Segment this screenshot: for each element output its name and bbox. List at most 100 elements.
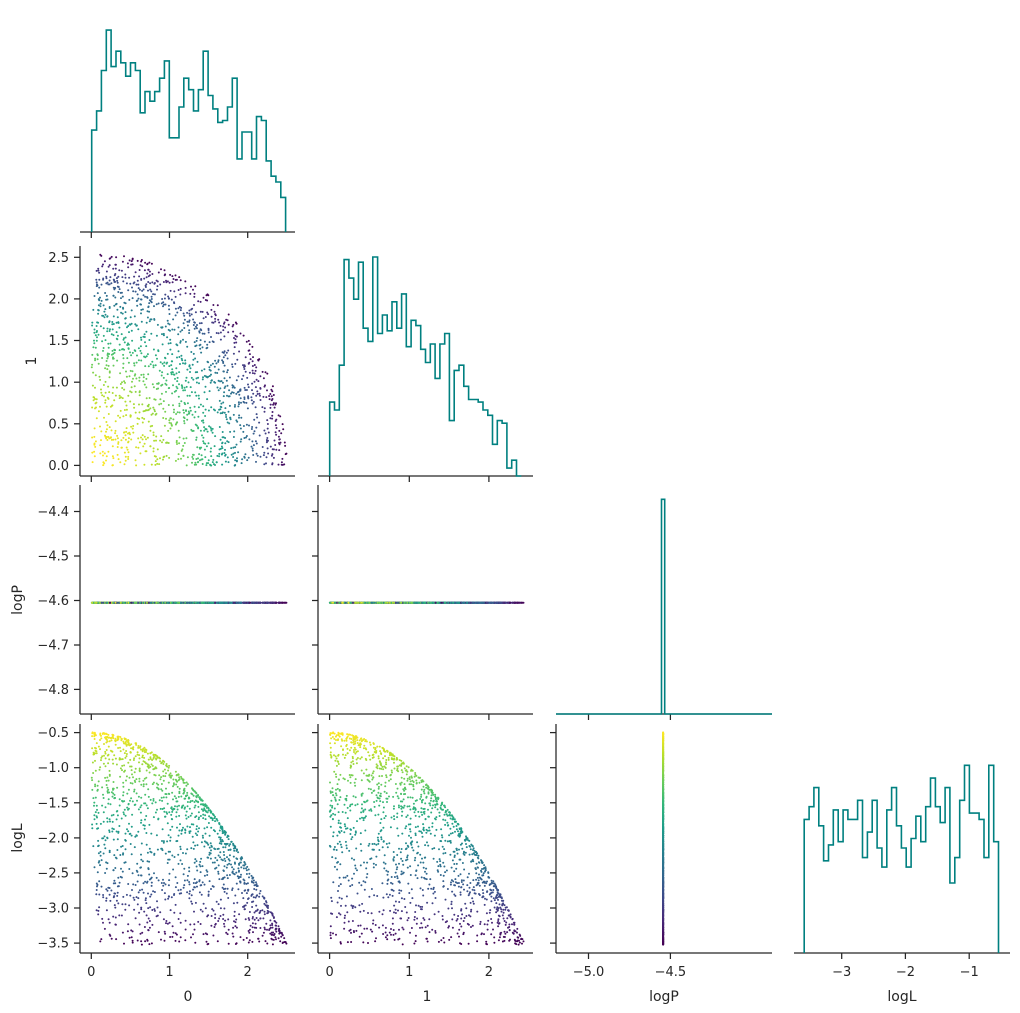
scatter-point [239, 424, 242, 427]
scatter-point [96, 808, 98, 811]
scatter-point [160, 268, 162, 271]
scatter-point [93, 455, 96, 458]
scatter-point [262, 395, 265, 398]
scatter-point [219, 331, 222, 334]
scatter-point [234, 464, 237, 466]
scatter-point [251, 389, 253, 392]
scatter-point [253, 430, 256, 433]
scatter-point [116, 279, 119, 282]
scatter-point [202, 817, 205, 820]
scatter-point [119, 383, 122, 385]
scatter-point [103, 452, 106, 455]
scatter-point [93, 435, 96, 438]
scatter-point [141, 308, 144, 311]
scatter-point [135, 377, 138, 380]
scatter-point [170, 360, 173, 363]
scatter-point [140, 278, 143, 281]
scatter-point [202, 405, 205, 408]
scatter-point [97, 267, 100, 270]
scatter-point [142, 294, 145, 297]
scatter-point [279, 415, 282, 418]
scatter-point [112, 334, 115, 337]
scatter-point [427, 601, 429, 604]
scatter-point [142, 376, 145, 379]
scatter-point [207, 313, 210, 316]
scatter-point [179, 859, 182, 862]
histogram-1 [328, 256, 522, 477]
scatter-point [98, 271, 101, 274]
scatter-point [230, 453, 233, 456]
scatter-point [102, 896, 105, 899]
scatter-point [136, 259, 139, 262]
scatter-point [283, 441, 286, 444]
scatter-point [147, 365, 150, 368]
scatter-point [225, 418, 228, 421]
scatter-point [285, 452, 288, 455]
scatter-point [91, 779, 94, 782]
scatter-point [198, 322, 201, 325]
scatter-point [160, 392, 163, 395]
scatter-point [108, 426, 111, 429]
scatter-point [233, 430, 236, 433]
scatter-point [144, 261, 147, 264]
scatter-point [148, 320, 151, 323]
scatter-point [107, 364, 110, 367]
scatter-point [184, 286, 187, 289]
scatter-point [174, 278, 177, 281]
scatter-point [133, 374, 136, 377]
scatter-point [251, 382, 254, 385]
scatter-point [225, 318, 228, 321]
scatter-point [120, 269, 123, 272]
scatter-point [151, 909, 154, 911]
x-ticks [587, 714, 672, 720]
scatter-point [195, 339, 198, 342]
scatter-point [125, 404, 128, 407]
scatter-point [215, 461, 218, 464]
scatter-point [208, 366, 211, 369]
scatter-point [268, 398, 271, 401]
scatter-point [232, 436, 235, 438]
scatter-point [235, 392, 238, 395]
scatter-point [145, 450, 148, 453]
panel-2-1 [312, 485, 533, 720]
scatter-point [146, 316, 149, 319]
scatter-point [263, 451, 266, 454]
scatter-point [197, 376, 200, 379]
scatter-point [153, 410, 156, 413]
scatter-point [117, 902, 120, 905]
scatter-point [167, 297, 170, 300]
scatter-point [141, 763, 144, 766]
scatter-point [233, 386, 236, 389]
scatter-point [468, 601, 471, 604]
scatter-point [217, 318, 220, 321]
scatter-point [263, 463, 266, 466]
scatter-point [207, 890, 210, 893]
scatter-point [200, 351, 203, 354]
scatter-point [244, 389, 247, 391]
scatter-point [247, 383, 249, 386]
scatter-point [118, 798, 121, 801]
scatter-point [237, 867, 240, 870]
scatter-point [142, 288, 145, 291]
scatter-point [172, 404, 174, 407]
scatter-point [123, 431, 125, 434]
scatter-point [197, 920, 200, 923]
scatter-point [157, 302, 160, 305]
scatter-point [138, 269, 141, 271]
scatter-point [202, 421, 205, 424]
scatter-point [206, 933, 209, 936]
scatter-point [108, 437, 111, 440]
scatter-point [169, 348, 172, 351]
scatter-point [163, 807, 166, 810]
scatter-point [263, 410, 266, 413]
scatter-point [248, 353, 251, 356]
scatter-point [99, 296, 101, 299]
scatter-point [149, 300, 152, 303]
y-tick-label: 1.0 [48, 376, 69, 391]
scatter-point [129, 316, 132, 319]
scatter-point [233, 405, 236, 408]
scatter-point [112, 601, 114, 604]
scatter-point [200, 601, 203, 604]
scatter-point [112, 323, 115, 325]
scatter-point [105, 282, 108, 285]
